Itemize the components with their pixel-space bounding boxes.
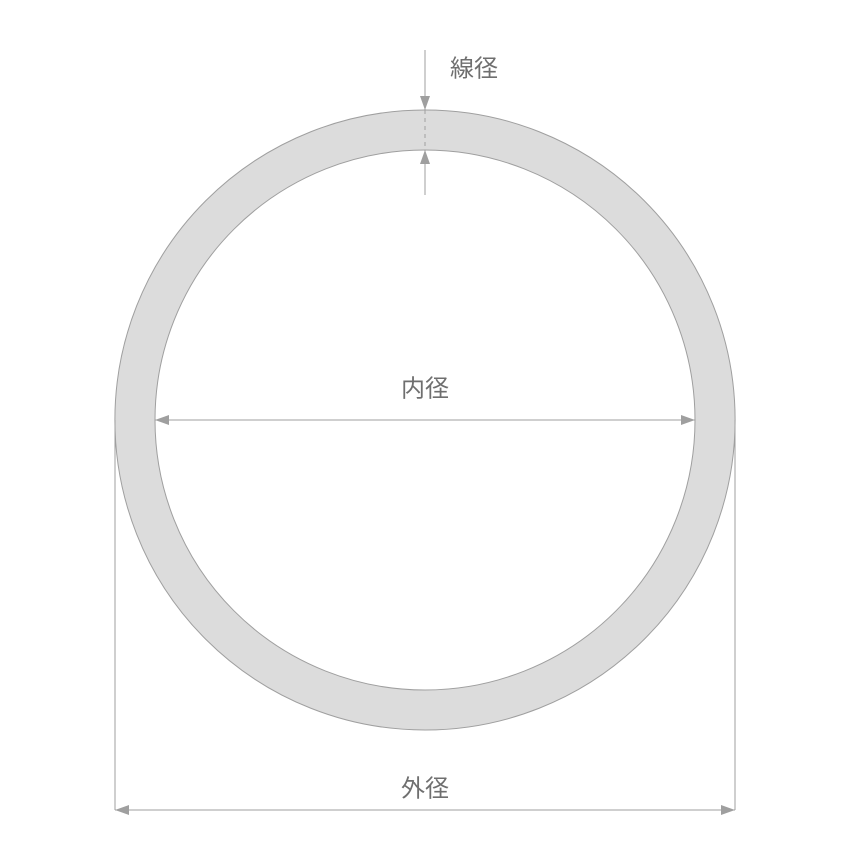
arrow-head [721, 805, 735, 815]
arrow-head [155, 415, 169, 425]
arrow-head [115, 805, 129, 815]
wire-diameter-label: 線径 [450, 49, 498, 84]
arrow-head [420, 150, 430, 164]
arrow-head [420, 96, 430, 110]
arrow-head [681, 415, 695, 425]
outer-diameter-label: 外径 [401, 769, 449, 804]
inner-diameter-label: 内径 [401, 369, 449, 404]
